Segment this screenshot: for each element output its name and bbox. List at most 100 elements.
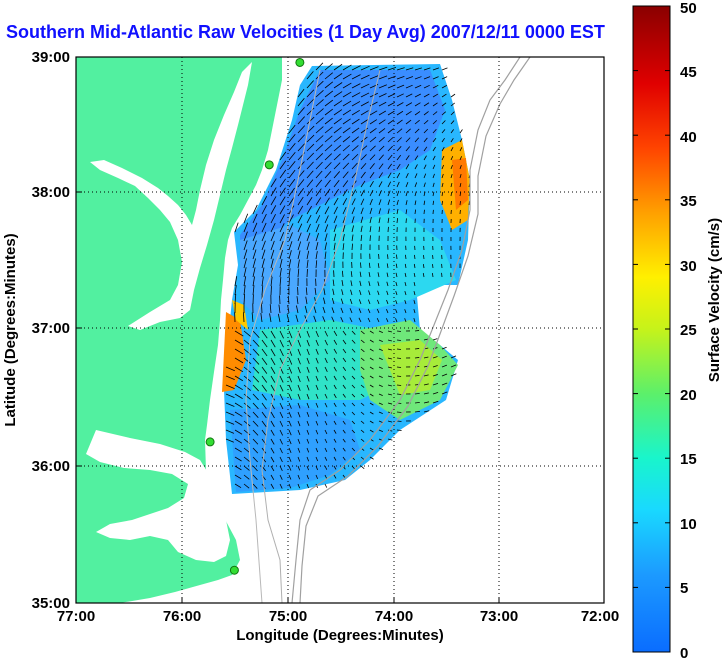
velocity-arrow [414, 348, 420, 350]
velocity-arrow [333, 384, 337, 390]
velocity-arrow [396, 128, 403, 134]
velocity-arrow [288, 411, 292, 418]
velocity-arrow [369, 456, 374, 460]
velocity-arrow [315, 153, 324, 161]
velocity-arrow [270, 348, 276, 357]
velocity-arrow [432, 67, 440, 71]
velocity-arrow [270, 231, 276, 242]
velocity-arrow [315, 117, 324, 125]
velocity-arrow [459, 147, 463, 152]
velocity-arrow [332, 288, 335, 296]
velocity-arrow [342, 375, 346, 380]
colorbar-tick-label: 35 [680, 193, 697, 210]
velocity-arrow [243, 456, 250, 462]
velocity-arrow [405, 155, 410, 161]
velocity-arrow [270, 178, 277, 188]
velocity-arrow [360, 92, 370, 98]
velocity-arrow [378, 411, 383, 414]
velocity-arrow [360, 74, 370, 80]
velocity-arrow [297, 384, 301, 391]
velocity-arrow [315, 126, 324, 134]
velocity-arrow [369, 393, 374, 397]
velocity-arrow [324, 357, 328, 364]
velocity-arrow [261, 429, 267, 436]
velocity-arrow [360, 465, 365, 469]
velocity-arrow [324, 233, 328, 242]
velocity-arrow [351, 357, 356, 362]
velocity-arrow [386, 290, 389, 296]
velocity-arrow [306, 134, 315, 143]
velocity-arrow [441, 364, 448, 368]
velocity-arrow [423, 254, 425, 260]
velocity-arrow [297, 411, 301, 418]
velocity-arrow [288, 142, 296, 152]
velocity-arrow [270, 483, 275, 489]
velocity-arrow [234, 294, 237, 305]
velocity-arrow [324, 474, 328, 479]
velocity-arrow [351, 429, 356, 434]
velocity-arrow [360, 393, 365, 397]
velocity-arrow [396, 93, 404, 98]
velocity-arrow [315, 402, 319, 408]
velocity-arrow [395, 300, 398, 305]
velocity-arrow [450, 364, 457, 368]
velocity-arrow [413, 263, 416, 269]
velocity-arrow [396, 254, 398, 260]
velocity-arrow [360, 101, 369, 107]
velocity-arrow [342, 171, 349, 179]
velocity-arrow [315, 144, 324, 152]
velocity-arrow [331, 298, 335, 305]
velocity-arrow [243, 384, 251, 391]
velocity-arrow [270, 366, 276, 374]
velocity-arrow [387, 375, 392, 378]
velocity-arrow [279, 196, 286, 206]
velocity-arrow [243, 249, 248, 260]
velocity-arrow [225, 393, 235, 398]
velocity-arrow [351, 118, 360, 125]
velocity-arrow [306, 393, 310, 400]
velocity-arrow [315, 366, 319, 373]
velocity-arrow [423, 401, 430, 404]
velocity-arrow [378, 154, 384, 161]
velocity-arrow [333, 215, 338, 224]
velocity-arrow [297, 223, 303, 233]
velocity-arrow [423, 111, 429, 116]
velocity-arrow [234, 447, 242, 453]
velocity-arrow [423, 146, 428, 152]
velocity-arrow [351, 330, 356, 335]
velocity-arrow [413, 282, 416, 287]
velocity-arrow [279, 249, 284, 260]
velocity-arrow [315, 384, 319, 391]
velocity-arrow [324, 63, 333, 71]
velocity-arrow [333, 197, 339, 206]
velocity-arrow [378, 190, 382, 197]
velocity-arrow [322, 316, 326, 323]
velocity-arrow [351, 153, 359, 161]
velocity-arrow [369, 127, 377, 134]
velocity-arrow [387, 402, 393, 405]
velocity-arrow [341, 289, 344, 296]
velocity-arrow [225, 429, 235, 434]
velocity-arrow [279, 483, 283, 489]
velocity-arrow [369, 189, 374, 197]
velocity-arrow [414, 164, 418, 170]
velocity-arrow [378, 217, 381, 224]
velocity-arrow [243, 474, 250, 480]
velocity-arrow [369, 163, 375, 170]
velocity-arrow [297, 232, 302, 242]
velocity-arrow [315, 62, 324, 71]
velocity-arrow [333, 242, 336, 251]
velocity-arrow [279, 205, 286, 215]
velocity-arrow [378, 199, 382, 206]
velocity-arrow [261, 339, 268, 348]
velocity-arrow [359, 289, 362, 296]
lon-tick-label: 77:00 [57, 608, 95, 625]
velocity-arrow [413, 272, 416, 278]
velocity-arrow [324, 402, 328, 408]
velocity-arrow [333, 411, 337, 416]
velocity-arrow [387, 420, 393, 423]
velocity-arrow [314, 287, 317, 296]
velocity-arrow [387, 393, 393, 396]
velocity-arrow [297, 456, 301, 462]
